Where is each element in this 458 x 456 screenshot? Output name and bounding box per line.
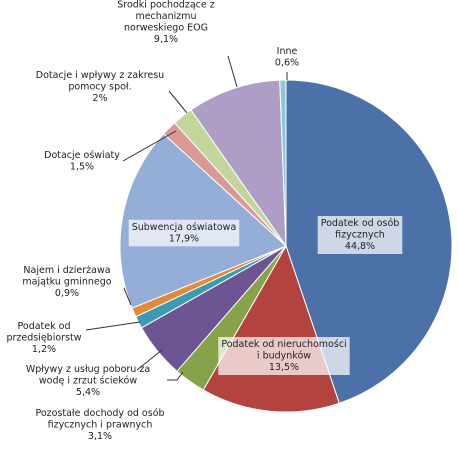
slice-label-line: pomocy społ. [68, 82, 131, 93]
slice-label: Podatek od nieruchomości i budynków 13,5% [218, 337, 350, 375]
slice-label-line: 9,1% [154, 34, 178, 45]
slice-label-line: przedsiębiorstw [6, 333, 81, 344]
slice-label-text: Podatek od osób fizycznych 44,8% [321, 218, 400, 252]
slice-label-text: Pozostałe dochody od osób fizycznych i pr… [35, 408, 164, 442]
slice-label-line: 1,2% [32, 344, 56, 355]
slice-label-line: Podatek od osób [321, 218, 400, 229]
slice-label-line: Subwencja oświatowa [132, 222, 237, 233]
slice-label-line: Podatek od [18, 321, 71, 332]
slice-label: Dotacje oświaty 1,5% [44, 150, 120, 173]
leader-line [85, 321, 141, 331]
slice-label-line: fizycznych [335, 230, 385, 241]
slice-label-text: Środki pochodzące z mechanizmu norweskiego… [117, 0, 215, 45]
leader-line [168, 90, 188, 114]
leader-line [227, 55, 238, 88]
slice-label-line: Pozostałe dochody od osób [35, 408, 164, 419]
slice-label: Pozostałe dochody od osób fizycznych i pr… [35, 408, 164, 442]
slice-label-line: Dotacje oświaty [44, 150, 120, 161]
slice-label-line: Wpływy z usług poboru za [26, 364, 150, 375]
leader-line [123, 287, 132, 306]
pie-slice [279, 79, 287, 247]
slice-label-line: Środki pochodzące z [117, 0, 215, 10]
slice-label-line: 1,5% [70, 161, 94, 172]
slice-label-line: norweskiego EOG [124, 22, 208, 33]
slice-label-line: fizycznych i prawnych [48, 420, 153, 431]
slice-label-background [128, 219, 240, 247]
leader-line [122, 130, 177, 162]
slice-label-line: 0,6% [275, 57, 299, 68]
slice-label: Subwencja oświatowa 17,9% [128, 219, 240, 247]
slice-label-background [218, 337, 350, 375]
slice-label-line: Najem i dzierżawa [23, 265, 110, 276]
slice-label-line: 3,1% [88, 431, 112, 442]
slice-label-text: Dotacje oświaty 1,5% [44, 150, 120, 173]
slice-label-text: Podatek od nieruchomości i budynków 13,5% [221, 339, 346, 373]
slice-label-line: Dotacje i wpływy z zakresu [36, 70, 164, 81]
slice-label-text: Dotacje i wpływy z zakresu pomocy społ. 2% [36, 70, 164, 104]
slice-label-text: Inne 0,6% [275, 46, 299, 69]
slice-label: Podatek od osób fizycznych 44,8% [317, 216, 403, 254]
slice-label: Wpływy z usług poboru za wodę i zrzut ści… [26, 364, 150, 398]
slice-label-line: Inne [277, 46, 298, 57]
slice-label-line: 2% [92, 93, 107, 104]
pie-slice [190, 79, 287, 248]
slice-label-background [317, 216, 403, 254]
slice-label-line: 44,8% [345, 241, 375, 252]
slice-label-text: Najem i dzierżawa majątku gminnego 0,9% [22, 265, 111, 299]
slice-label-line: 5,4% [76, 387, 100, 398]
slice-label-line: majątku gminnego [22, 277, 111, 288]
slice-label-text: Wpływy z usług poboru za wodę i zrzut ści… [26, 364, 150, 398]
slice-label: Inne 0,6% [275, 46, 299, 69]
slice-label-text: Subwencja oświatowa 17,9% [132, 222, 237, 245]
slice-label-line: i budynków [257, 351, 311, 362]
leader-lines [85, 55, 288, 381]
leader-line [136, 349, 163, 371]
slice-label-line: mechanizmu [135, 11, 196, 22]
slice-labels: Podatek od osób fizycznych 44,8%Podatek od… [6, 0, 403, 442]
slice-label: Dotacje i wpływy z zakresu pomocy społ. 2% [36, 70, 164, 104]
slice-label-line: 17,9% [169, 233, 199, 244]
slice-label-text: Podatek od przedsiębiorstw 1,2% [6, 321, 81, 355]
leader-line [167, 371, 184, 381]
slice-label-line: 0,9% [55, 288, 79, 299]
slice-label: Podatek od przedsiębiorstw 1,2% [6, 321, 81, 355]
slice-label: Środki pochodzące z mechanizmu norweskiego… [117, 0, 215, 45]
slice-label-line: 13,5% [269, 362, 299, 373]
slice-label-line: Podatek od nieruchomości [221, 339, 346, 350]
slice-label: Najem i dzierżawa majątku gminnego 0,9% [22, 265, 111, 299]
slice-label-line: wodę i zrzut ścieków [39, 376, 137, 387]
